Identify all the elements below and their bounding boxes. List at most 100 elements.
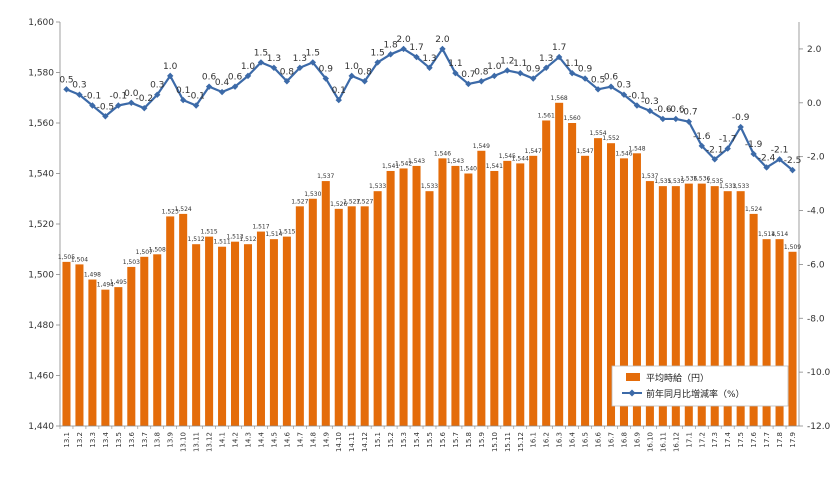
bar-value-label: 1,544 [512, 155, 529, 162]
line-point [698, 142, 705, 150]
line-point [594, 86, 602, 93]
line-series [63, 45, 796, 174]
line-value-label: 0.8 [474, 67, 489, 77]
line-value-label: -1.9 [745, 140, 763, 150]
line-value-label: 1.5 [306, 48, 320, 58]
x-axis-tick-label: 16.11 [659, 432, 667, 452]
line-value-label: -0.1 [187, 91, 205, 101]
bar [127, 266, 136, 426]
left-axis-tick-label: 1,540 [28, 170, 54, 180]
bar-value-label: 1,543 [447, 158, 464, 165]
bar-value-label: 1,552 [602, 135, 619, 142]
bar-value-label: 1,514 [758, 231, 775, 238]
line-value-label: 1.2 [500, 56, 514, 66]
x-axis-tick-label: 13.11 [193, 432, 201, 452]
bar-value-label: 1,503 [123, 259, 140, 266]
bar-value-label: 1,537 [317, 173, 334, 180]
line-point [776, 156, 783, 163]
bar-value-label: 1,537 [641, 173, 658, 180]
bar [749, 213, 758, 426]
right-axis-tick-label: -2.0 [807, 153, 825, 163]
x-axis-tick-label: 15.2 [387, 432, 395, 448]
bar [88, 279, 97, 426]
line-value-label: 0.4 [215, 78, 230, 88]
bar [529, 155, 538, 426]
bar [75, 264, 84, 426]
x-axis-tick-label: 13.6 [128, 431, 136, 447]
line-value-label: 1.3 [539, 54, 553, 64]
line-point [789, 166, 796, 174]
line-value-label: 0.3 [150, 81, 164, 91]
line-value-label: -0.5 [97, 102, 115, 112]
line-value-label: 1.3 [422, 54, 436, 64]
x-axis-tick-label: 16.12 [672, 432, 680, 452]
bar [153, 254, 162, 426]
bar-value-label: 1,504 [71, 256, 88, 263]
line-value-label: -0.1 [628, 91, 646, 101]
bar-value-label: 1,533 [421, 183, 438, 190]
bar [581, 155, 590, 426]
line-value-label: 0.3 [72, 81, 86, 91]
bar [568, 123, 577, 426]
x-axis-tick-label: 14.8 [309, 432, 317, 448]
bar [438, 158, 447, 426]
line-value-label: 0.9 [319, 65, 334, 75]
x-axis-tick-label: 17.5 [737, 432, 745, 448]
bar-value-label: 1,533 [732, 183, 749, 190]
x-axis-tick-label: 16.1 [530, 432, 538, 448]
bar-value-label: 1,547 [525, 148, 542, 155]
x-axis-tick-label: 16.5 [582, 432, 590, 448]
bar [114, 287, 123, 426]
line-value-label: -2.5 [784, 156, 802, 166]
bar-value-label: 1,560 [564, 115, 581, 122]
line-point [218, 88, 226, 96]
bar [166, 216, 175, 426]
legend: 平均時給（円） 前年同月比増減率（%） [611, 365, 789, 407]
bar-value-label: 1,524 [745, 206, 762, 213]
x-axis-tick-label: 17.6 [750, 431, 758, 447]
bar [671, 186, 680, 426]
legend-bar-swatch [626, 373, 640, 381]
right-axis-tick-label: -6.0 [807, 260, 825, 270]
line-point [672, 115, 680, 123]
line-value-label: -2.1 [771, 145, 789, 155]
line-point [439, 45, 446, 53]
bar [658, 186, 667, 426]
line-point [542, 64, 550, 71]
line-value-label: 1.0 [163, 62, 178, 72]
bar-value-label: 1,514 [771, 231, 788, 238]
line-point [192, 102, 200, 109]
bar [542, 120, 551, 426]
line-point [270, 64, 278, 71]
legend-line-marker [628, 389, 636, 397]
bar-value-label: 1,523 [162, 208, 179, 215]
x-axis-tick-label: 15.1 [374, 432, 382, 448]
bar [710, 186, 719, 426]
line-value-label: 0.9 [578, 65, 593, 75]
bar-value-label: 1,514 [265, 231, 282, 238]
left-axis-tick-label: 1,600 [28, 18, 54, 28]
bar-value-label: 1,526 [330, 201, 347, 208]
line-point [361, 78, 368, 85]
line-value-label: 1.3 [293, 54, 307, 64]
x-axis-tick-label: 13.2 [76, 432, 84, 448]
line-point [581, 75, 589, 82]
bar [477, 150, 486, 426]
bar-value-label: 1,541 [486, 163, 503, 170]
line-point [400, 45, 407, 53]
line-value-label: 0.6 [604, 73, 619, 83]
line-value-label: -2.1 [706, 145, 724, 155]
bar-series [62, 102, 797, 427]
bar [218, 246, 227, 426]
x-axis-tick-label: 14.4 [257, 431, 265, 447]
x-axis-tick-label: 17.2 [698, 432, 706, 448]
x-axis-tick-label: 13.7 [141, 432, 149, 448]
line-point [128, 99, 135, 106]
bar [775, 239, 784, 426]
bar-value-label: 1,541 [382, 163, 399, 170]
line-value-label: 1.0 [487, 62, 502, 72]
line-value-label: 0.8 [358, 67, 373, 77]
bar-value-label: 1,568 [551, 95, 568, 102]
line-value-label: 0.1 [176, 86, 190, 96]
